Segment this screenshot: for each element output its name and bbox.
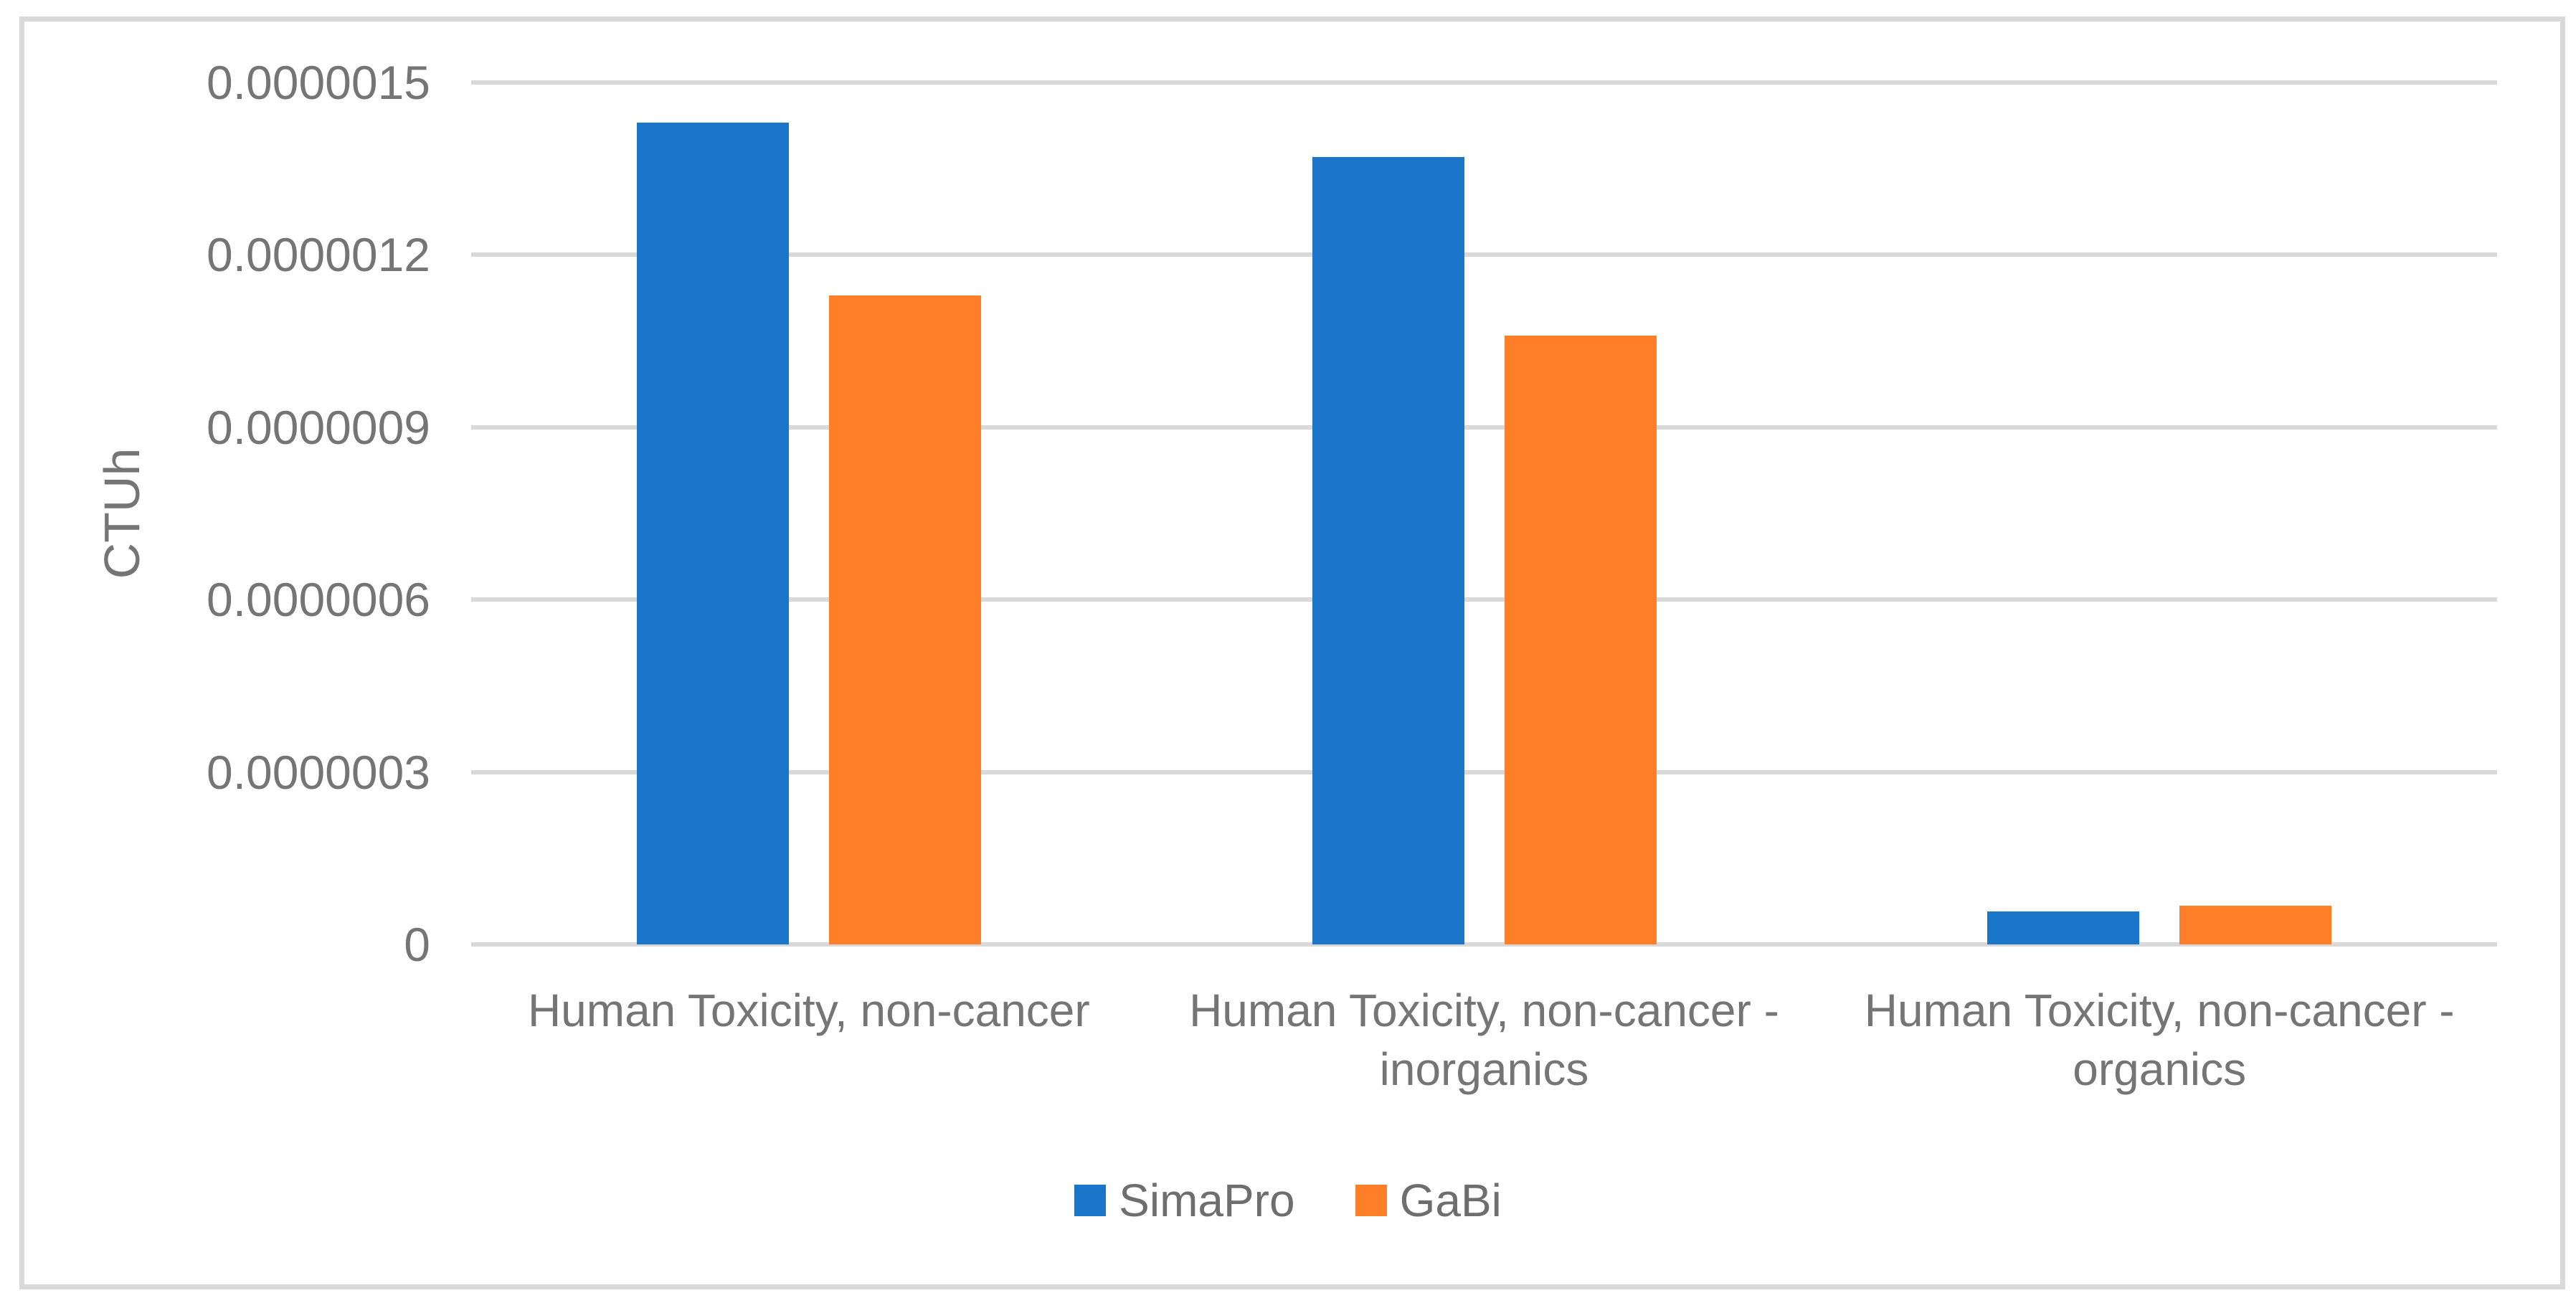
plot-area <box>471 80 2497 947</box>
gridline-0.0000003 <box>471 769 2497 774</box>
legend-item-gabi: GaBi <box>1355 1177 1502 1223</box>
legend-item-simapro: SimaPro <box>1074 1175 1295 1226</box>
bar-group-3 <box>1822 82 2497 944</box>
category-label-2: Human Toxicity, non-cancer - inorganics <box>1189 985 1779 1095</box>
bar-group-1 <box>471 82 1147 944</box>
legend: SimaPro GaBi <box>0 1177 2576 1223</box>
x-axis-category-labels: Human Toxicity, non-cancer Human Toxicity… <box>471 981 2497 1099</box>
gridline-0.0000015 <box>471 80 2497 85</box>
bar-gabi-1 <box>828 295 981 944</box>
y-tick-label: 0.0000012 <box>207 228 430 282</box>
bar-simapro-3 <box>1987 911 2140 944</box>
bar-gabi-2 <box>1504 335 1657 944</box>
y-axis-title: CTUh <box>94 447 150 579</box>
category-label-1: Human Toxicity, non-cancer <box>527 985 1090 1036</box>
chart-frame <box>19 16 2565 1289</box>
legend-swatch-gabi <box>1355 1185 1387 1216</box>
y-tick-label: 0.0000003 <box>207 745 430 799</box>
gridline-0.0000009 <box>471 425 2497 430</box>
bar-simapro-2 <box>1312 157 1464 944</box>
gridline-0.0000006 <box>471 597 2497 602</box>
y-tick-label: 0.0000009 <box>207 400 430 454</box>
legend-label-gabi: GaBi <box>1399 1175 1502 1226</box>
y-tick-label: 0.0000015 <box>207 56 430 109</box>
bar-simapro-1 <box>636 123 789 944</box>
y-tick-label: 0 <box>404 918 430 971</box>
bar-gabi-3 <box>2179 905 2332 944</box>
category-label-3: Human Toxicity, non-cancer - organics <box>1864 985 2455 1095</box>
gridline-0 <box>471 942 2497 947</box>
bar-groups <box>471 82 2497 944</box>
legend-label-simapro: SimaPro <box>1119 1175 1295 1226</box>
gridline-0.0000012 <box>471 252 2497 257</box>
legend-swatch-simapro <box>1074 1185 1107 1216</box>
y-tick-label: 0.0000006 <box>207 573 430 627</box>
bar-group-2 <box>1147 82 1822 944</box>
